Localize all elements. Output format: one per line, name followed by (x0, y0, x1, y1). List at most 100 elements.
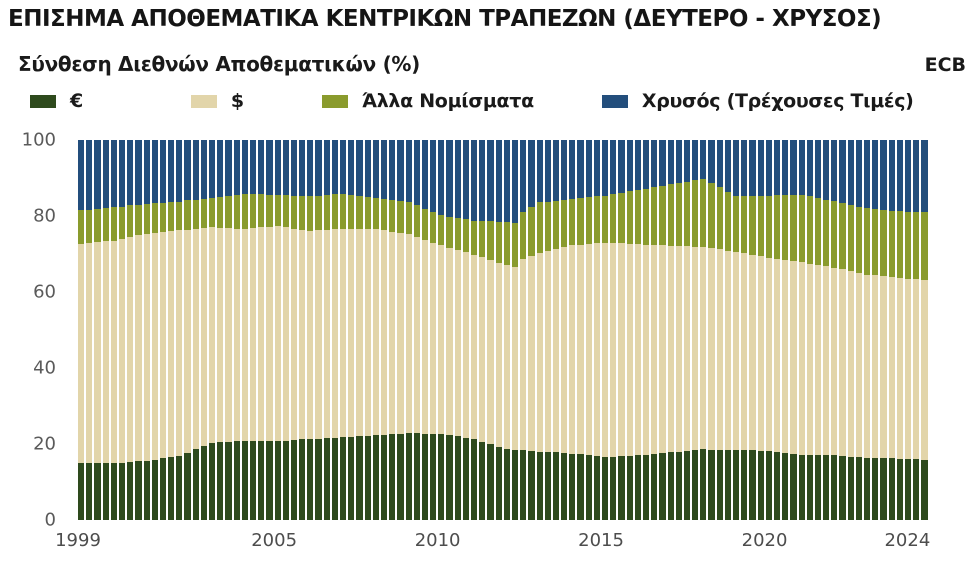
bar-segment (397, 232, 404, 434)
bar-segment (192, 449, 199, 520)
y-tick-label: 40 (33, 357, 56, 379)
bar (176, 140, 183, 520)
bar (192, 140, 199, 520)
bar-segment (831, 201, 838, 268)
bar-segment (872, 275, 879, 459)
bar-segment (503, 222, 510, 266)
bar-segment (110, 240, 117, 463)
bar (716, 140, 723, 520)
bar-segment (200, 446, 207, 520)
bar (798, 140, 805, 520)
bar-segment (282, 195, 289, 228)
bar-segment (913, 459, 920, 520)
bar (315, 140, 322, 520)
subtitle-row: Σύνθεση Διεθνών Αποθεματικών (%) ECB (18, 52, 966, 76)
bar-segment (692, 450, 699, 520)
bar-segment (749, 450, 756, 520)
bar-segment (143, 203, 150, 234)
bar-segment (888, 458, 895, 520)
bar-segment (217, 196, 224, 228)
bar-segment (176, 140, 183, 202)
bar (683, 140, 691, 520)
bar-segment (814, 455, 822, 520)
bar-segment (511, 222, 519, 267)
bar-segment (118, 238, 126, 463)
chart-subtitle: Σύνθεση Διεθνών Αποθεματικών (%) (18, 52, 421, 76)
bar-segment (561, 140, 568, 201)
bar (659, 140, 666, 520)
bar-segment (659, 186, 666, 246)
bar-segment (495, 446, 502, 520)
bar-segment (471, 140, 478, 221)
bar-segment (782, 260, 789, 453)
bar-segment (503, 140, 510, 223)
bar-segment (192, 140, 199, 200)
bar-segment (331, 140, 338, 195)
bar-segment (602, 457, 609, 520)
y-tick-label: 0 (44, 509, 56, 531)
bar (225, 140, 232, 520)
bar-segment (462, 437, 469, 520)
bar-segment (282, 227, 289, 441)
bar-segment (577, 454, 584, 520)
bar (552, 140, 560, 520)
bar-segment (528, 450, 535, 520)
bar-segment (421, 208, 429, 240)
bar-segment (94, 140, 101, 209)
bar-segment (814, 265, 822, 456)
bar-segment (520, 140, 527, 213)
bar-segment (790, 194, 797, 261)
bar (307, 140, 314, 520)
bar-segment (724, 250, 731, 451)
bar (331, 140, 338, 520)
y-tick-label: 20 (33, 433, 56, 455)
bar-segment (823, 140, 830, 200)
bar-segment (274, 226, 281, 441)
bar-segment (372, 228, 379, 436)
bar-segment (454, 436, 461, 520)
bar-segment (78, 243, 85, 463)
bar-segment (438, 245, 445, 435)
bar (258, 140, 265, 520)
bar-segment (307, 231, 314, 440)
bar-segment (315, 230, 322, 439)
bar-segment (299, 439, 306, 520)
bar-segment (749, 195, 756, 255)
bar-segment (94, 242, 101, 463)
bar-segment (479, 257, 486, 442)
bar-segment (798, 261, 805, 455)
bar-segment (585, 455, 592, 520)
bar (593, 140, 600, 520)
bar-segment (724, 191, 731, 251)
bar (372, 140, 379, 520)
bar (831, 140, 838, 520)
bar-segment (642, 454, 650, 520)
bar-segment (708, 449, 715, 520)
bar-segment (495, 140, 502, 223)
bar-segment (78, 210, 85, 244)
bar-segment (634, 244, 641, 456)
bar-segment (372, 140, 379, 198)
bar (618, 140, 625, 520)
bar (389, 140, 396, 520)
bar-segment (880, 209, 887, 277)
bar (110, 140, 117, 520)
bar (266, 140, 273, 520)
bar-segment (544, 250, 551, 452)
bar-segment (904, 211, 912, 279)
bar-segment (397, 201, 404, 233)
bar-segment (184, 200, 191, 230)
x-tick-label: 1999 (55, 530, 101, 551)
bar-segment (151, 140, 158, 204)
bar (634, 140, 641, 520)
bar-segment (290, 195, 298, 229)
bar-segment (209, 197, 216, 228)
bar-segment (200, 198, 207, 229)
bar (904, 140, 912, 520)
bar-segment (389, 231, 396, 435)
bar-segment (577, 198, 584, 245)
bar (78, 140, 85, 520)
bar-segment (151, 459, 158, 520)
bar-segment (520, 450, 527, 520)
bar-segment (921, 140, 928, 213)
